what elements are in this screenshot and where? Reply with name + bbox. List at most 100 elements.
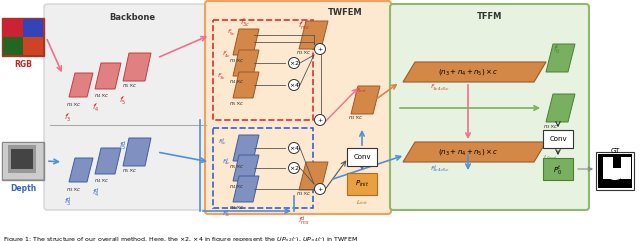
FancyBboxPatch shape [11, 149, 33, 169]
Text: $n_5{\times}c$: $n_5{\times}c$ [229, 99, 245, 108]
Text: $n_3{\times}c$: $n_3{\times}c$ [296, 48, 312, 57]
Text: TFFM: TFFM [477, 12, 502, 21]
Text: $f_3^d$: $f_3^d$ [64, 196, 72, 209]
FancyBboxPatch shape [3, 19, 23, 37]
Text: $n_3{\times}c$: $n_3{\times}c$ [66, 185, 82, 194]
FancyBboxPatch shape [621, 157, 631, 179]
Polygon shape [233, 135, 259, 161]
Text: $f_5^r$: $f_5^r$ [120, 95, 127, 107]
Text: $L_{final}$: $L_{final}$ [543, 153, 558, 162]
Text: $f_{3c}^d$: $f_{3c}^d$ [222, 208, 232, 219]
FancyBboxPatch shape [603, 157, 613, 179]
FancyBboxPatch shape [23, 19, 43, 37]
Text: $f_{3c4c5c}^r$: $f_{3c4c5c}^r$ [430, 83, 450, 94]
Text: Depth: Depth [10, 184, 36, 193]
Text: +: + [317, 118, 323, 123]
Polygon shape [233, 155, 259, 181]
Text: $P_0^t$: $P_0^t$ [554, 162, 563, 175]
Text: $\times$4: $\times$4 [289, 81, 300, 89]
Text: $n_4{\times}c$: $n_4{\times}c$ [229, 77, 245, 86]
FancyBboxPatch shape [596, 152, 634, 190]
FancyBboxPatch shape [2, 18, 44, 56]
Text: TWFEM: TWFEM [328, 8, 362, 17]
Text: $f_{3c}^r$: $f_{3c}^r$ [217, 72, 227, 82]
Text: $n_5{\times}c$: $n_5{\times}c$ [122, 81, 138, 90]
Text: $f_4^d$: $f_4^d$ [92, 187, 100, 200]
Text: $f_{3c4c5c}^d$: $f_{3c4c5c}^d$ [430, 163, 450, 174]
Text: Conv: Conv [549, 136, 567, 142]
FancyBboxPatch shape [390, 4, 589, 210]
FancyBboxPatch shape [2, 142, 44, 180]
Text: $f_4^r$: $f_4^r$ [92, 102, 100, 114]
Text: $f_{4c}^d$: $f_{4c}^d$ [222, 156, 231, 167]
Circle shape [289, 80, 300, 91]
FancyBboxPatch shape [543, 158, 573, 180]
Polygon shape [233, 72, 259, 98]
Text: $\times$2: $\times$2 [289, 164, 300, 172]
Text: $n_4{\times}c$: $n_4{\times}c$ [94, 91, 110, 100]
Text: $\times$4: $\times$4 [289, 144, 300, 152]
Text: $n_4{\times}c$: $n_4{\times}c$ [94, 176, 110, 185]
FancyBboxPatch shape [8, 145, 36, 173]
Polygon shape [403, 62, 546, 82]
Text: $(n_3+n_4+n_5)\times c$: $(n_3+n_4+n_5)\times c$ [438, 147, 498, 157]
Text: Backbone: Backbone [109, 13, 155, 22]
Text: GT: GT [611, 148, 620, 154]
FancyBboxPatch shape [347, 148, 377, 166]
Polygon shape [95, 148, 121, 174]
Polygon shape [403, 142, 546, 162]
Text: $n_4{\times}c$: $n_4{\times}c$ [229, 182, 245, 191]
Text: +: + [317, 187, 323, 192]
Polygon shape [95, 63, 121, 89]
Polygon shape [123, 138, 151, 166]
Polygon shape [546, 44, 575, 72]
Text: Figure 1: The structure of our overall method. Here, the ×2, ×4 in figure repres: Figure 1: The structure of our overall m… [3, 235, 358, 241]
Text: $f_{3c}^r$: $f_{3c}^r$ [240, 17, 250, 29]
FancyBboxPatch shape [23, 37, 43, 55]
Circle shape [289, 58, 300, 68]
Text: $\times$2: $\times$2 [289, 59, 300, 67]
Text: RGB: RGB [14, 60, 32, 69]
FancyBboxPatch shape [44, 4, 211, 210]
Text: $(n_3+n_4+n_5)\times c$: $(n_3+n_4+n_5)\times c$ [438, 67, 498, 77]
Text: $n_3{\times}c$: $n_3{\times}c$ [229, 56, 245, 65]
Polygon shape [299, 162, 328, 190]
Text: $n_5{\times}c$: $n_5{\times}c$ [122, 166, 138, 175]
Text: $n_3{\times}c$: $n_3{\times}c$ [229, 203, 245, 212]
FancyBboxPatch shape [543, 130, 573, 148]
Polygon shape [233, 176, 259, 202]
Text: $n_5{\times}c$: $n_5{\times}c$ [229, 162, 245, 171]
Text: $f_0^t$: $f_0^t$ [554, 42, 561, 55]
FancyBboxPatch shape [3, 19, 43, 55]
Wedge shape [603, 168, 627, 180]
FancyBboxPatch shape [347, 173, 377, 195]
Circle shape [314, 183, 326, 194]
Polygon shape [69, 158, 93, 182]
Text: $f_{4c}^r$: $f_{4c}^r$ [222, 50, 231, 60]
Polygon shape [233, 50, 259, 76]
Text: $n_3{\times}c$: $n_3{\times}c$ [66, 100, 82, 109]
Circle shape [314, 114, 326, 126]
Polygon shape [69, 73, 93, 97]
Text: $f_{ms}^r$: $f_{ms}^r$ [298, 20, 310, 32]
Text: $f_{ms}^d$: $f_{ms}^d$ [298, 215, 310, 228]
FancyBboxPatch shape [3, 37, 23, 55]
FancyBboxPatch shape [205, 1, 391, 214]
Text: $P_{init}$: $P_{init}$ [355, 179, 369, 189]
Text: $f_5^d$: $f_5^d$ [119, 140, 127, 153]
Circle shape [314, 43, 326, 54]
Text: $n_3{\times}c$: $n_3{\times}c$ [296, 189, 312, 198]
Polygon shape [299, 21, 328, 49]
Text: $f_{5c}^d$: $f_{5c}^d$ [218, 136, 227, 147]
Text: $f_{5c}^r$: $f_{5c}^r$ [227, 28, 236, 38]
Polygon shape [233, 29, 259, 55]
FancyBboxPatch shape [598, 154, 632, 188]
Text: $f_3^r$: $f_3^r$ [65, 112, 72, 124]
FancyBboxPatch shape [3, 143, 43, 179]
Text: +: + [317, 47, 323, 52]
Circle shape [289, 162, 300, 174]
Text: $n_3{\times}c$: $n_3{\times}c$ [348, 113, 364, 122]
Text: $f_{init}$: $f_{init}$ [356, 86, 367, 95]
Polygon shape [546, 94, 575, 122]
Polygon shape [123, 53, 151, 81]
